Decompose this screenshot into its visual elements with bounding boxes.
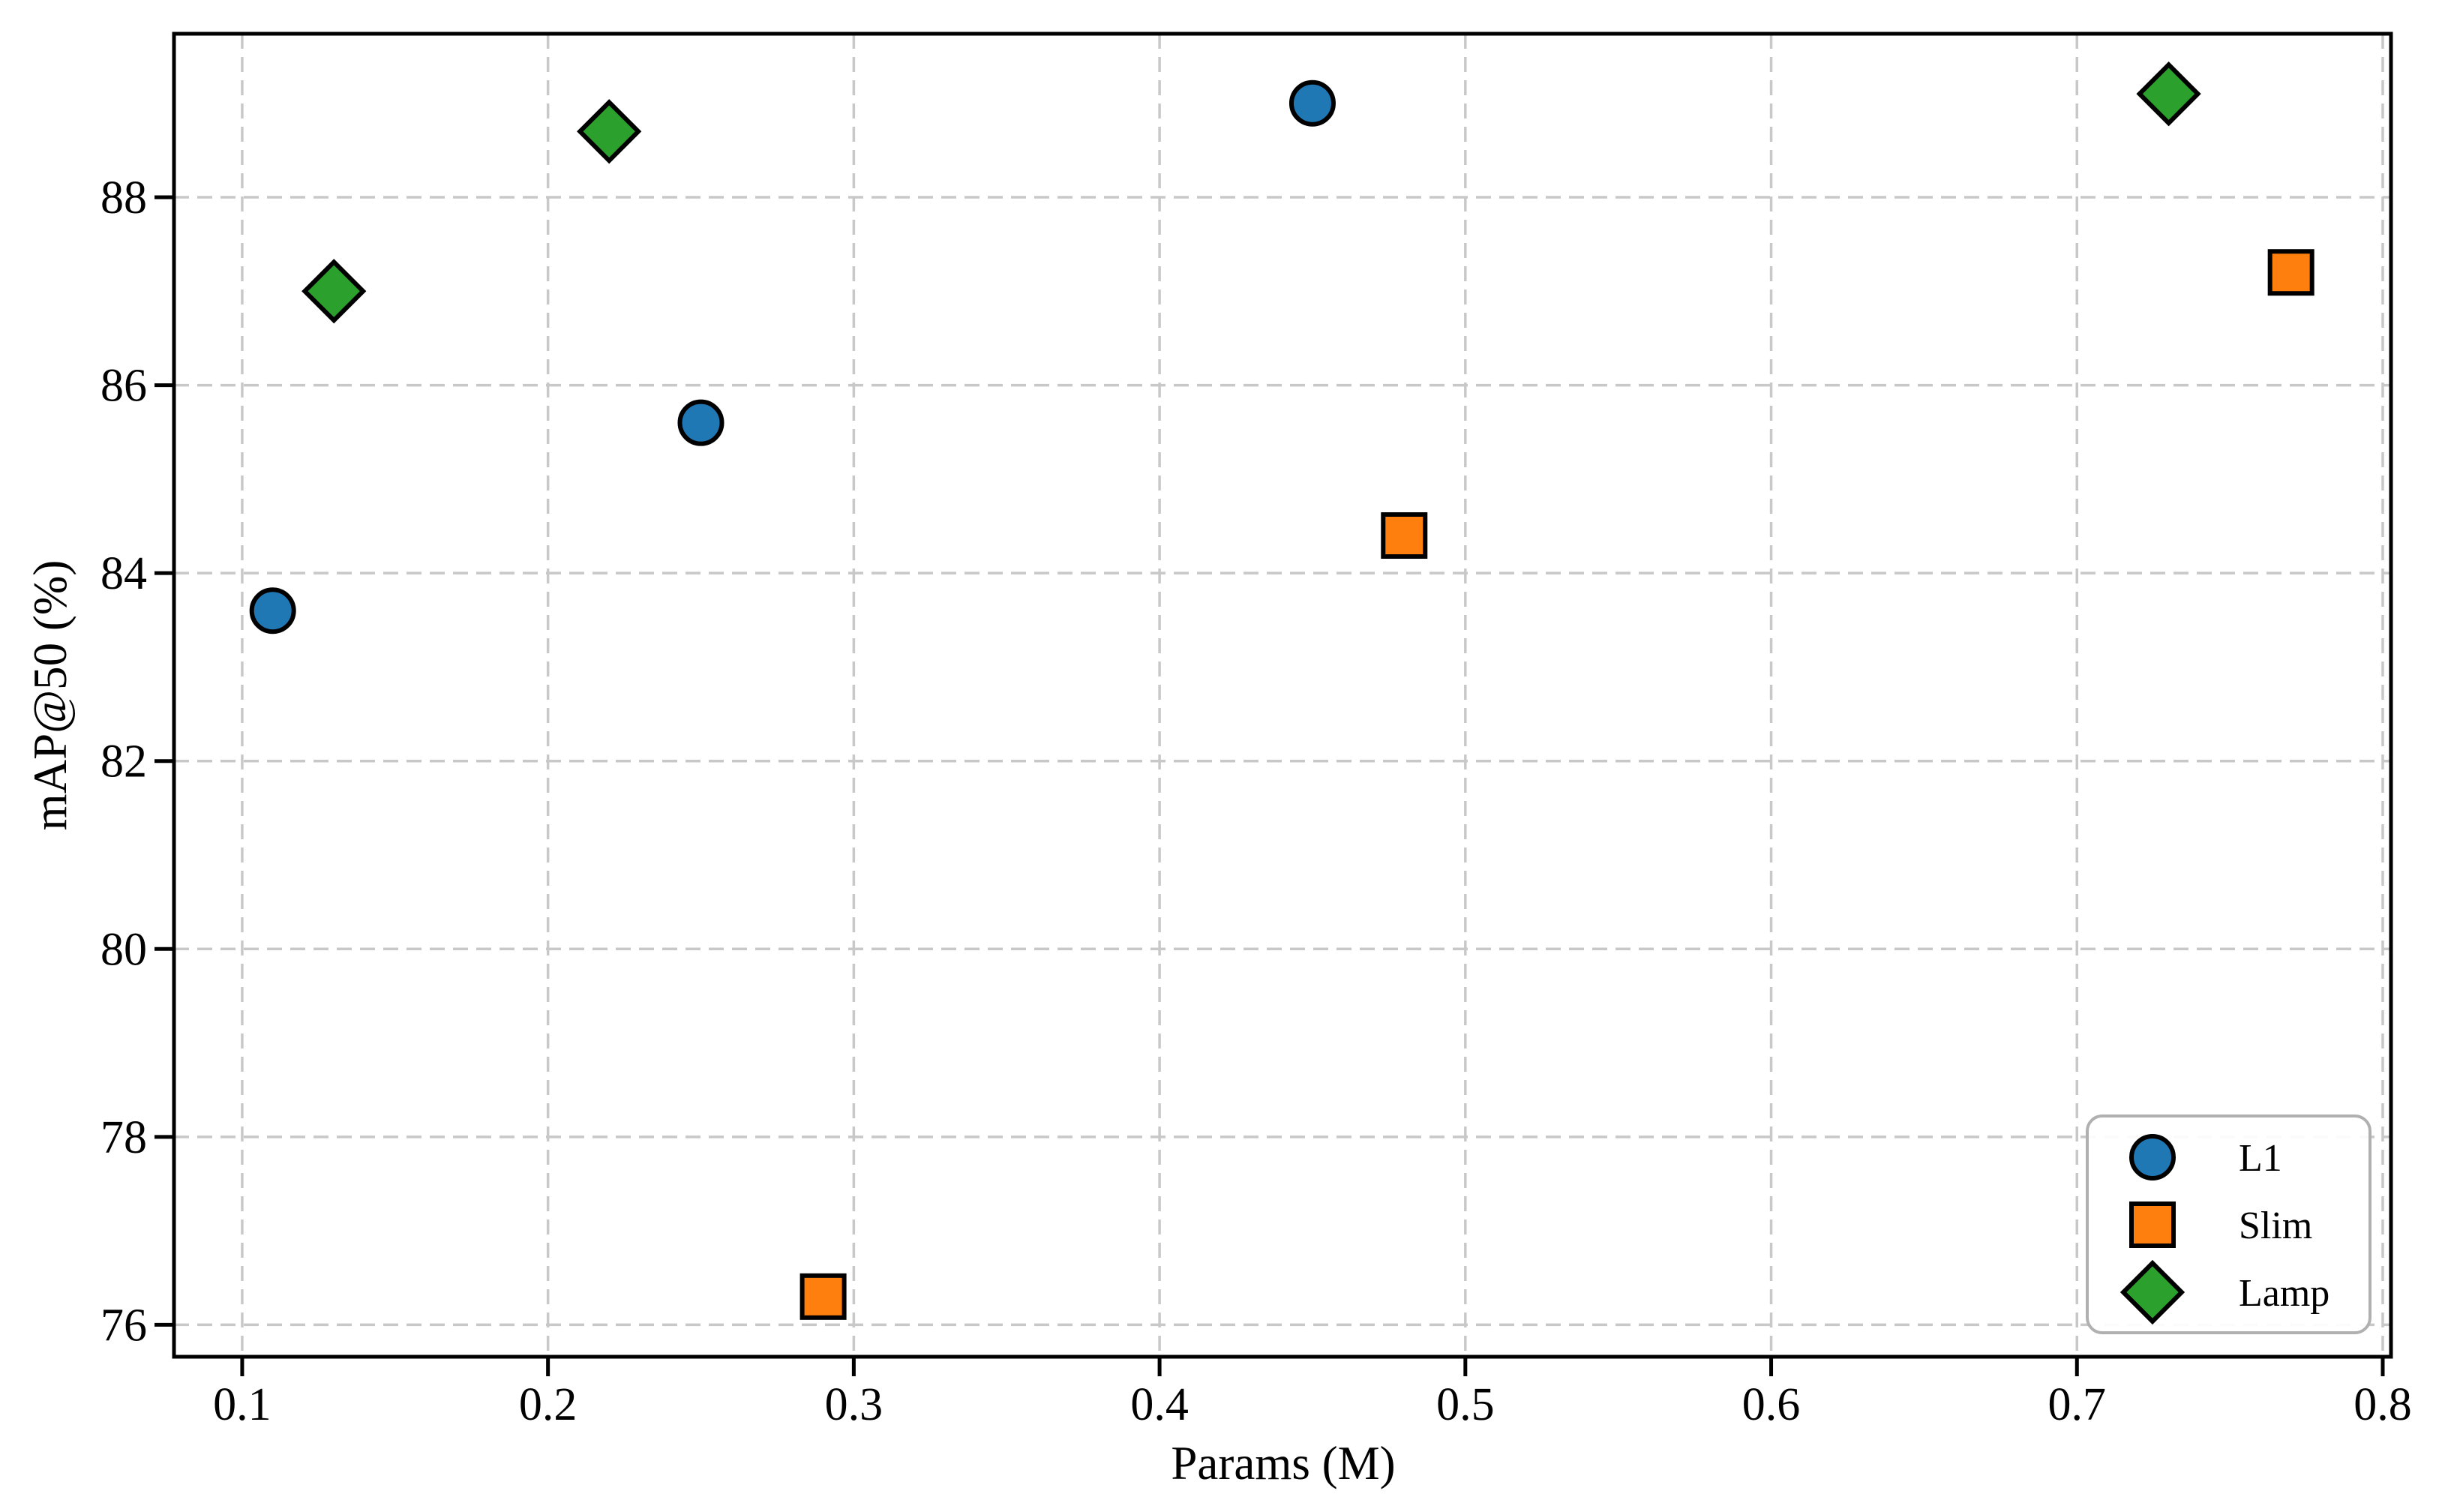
- y-tick-label: 84: [100, 548, 147, 599]
- data-point-l1-legend-swatch: [2129, 1134, 2176, 1180]
- y-tick-label: 80: [100, 924, 147, 975]
- y-tick-label: 82: [100, 736, 147, 788]
- x-tick-label: 0.6: [1742, 1379, 1801, 1430]
- data-point-l1: [249, 587, 296, 634]
- legend-label-slim: Slim: [2239, 1204, 2312, 1247]
- y-tick-label: 88: [100, 172, 147, 224]
- data-point-l1: [1288, 80, 1336, 127]
- tick-layer: 0.1 0.2 0.3 0.4 0.5 0.6 0.7 0.8 76 78 80 82 84 86 88: [100, 172, 2412, 1430]
- data-point-slim: [2267, 249, 2314, 296]
- grid-layer: [174, 34, 2391, 1357]
- legend: L1 Slim Lamp: [2086, 1114, 2372, 1334]
- x-tick-label: 0.8: [2354, 1379, 2412, 1430]
- legend-label-l1: L1: [2239, 1137, 2282, 1180]
- x-tick-label: 0.4: [1130, 1379, 1189, 1430]
- data-point-lamp: [2136, 62, 2201, 127]
- marker-layer: [249, 62, 2314, 1320]
- frame-layer: [172, 32, 2393, 1359]
- y-tick-label: 76: [100, 1300, 147, 1351]
- data-point-slim: [1381, 512, 1428, 560]
- data-point-l1: [677, 399, 724, 446]
- data-point-lamp: [577, 99, 642, 164]
- x-tick-label: 0.3: [825, 1379, 884, 1430]
- x-tick-label: 0.7: [2048, 1379, 2107, 1430]
- x-tick-label: 0.2: [519, 1379, 578, 1430]
- data-point-lamp-legend-swatch: [2120, 1259, 2186, 1325]
- x-tick-label: 0.5: [1436, 1379, 1495, 1430]
- plot-border: [172, 32, 2393, 1359]
- data-point-slim: [800, 1273, 847, 1320]
- y-tick-label: 78: [100, 1112, 147, 1163]
- x-tick-label: 0.1: [213, 1379, 272, 1430]
- data-point-lamp: [302, 259, 367, 324]
- data-point-slim-legend-swatch: [2129, 1202, 2176, 1248]
- x-axis-label: Params (M): [1171, 1437, 1395, 1490]
- y-tick-label: 86: [100, 361, 147, 412]
- y-axis-label: mAP@50 (%): [24, 560, 76, 831]
- legend-label-lamp: Lamp: [2239, 1272, 2330, 1315]
